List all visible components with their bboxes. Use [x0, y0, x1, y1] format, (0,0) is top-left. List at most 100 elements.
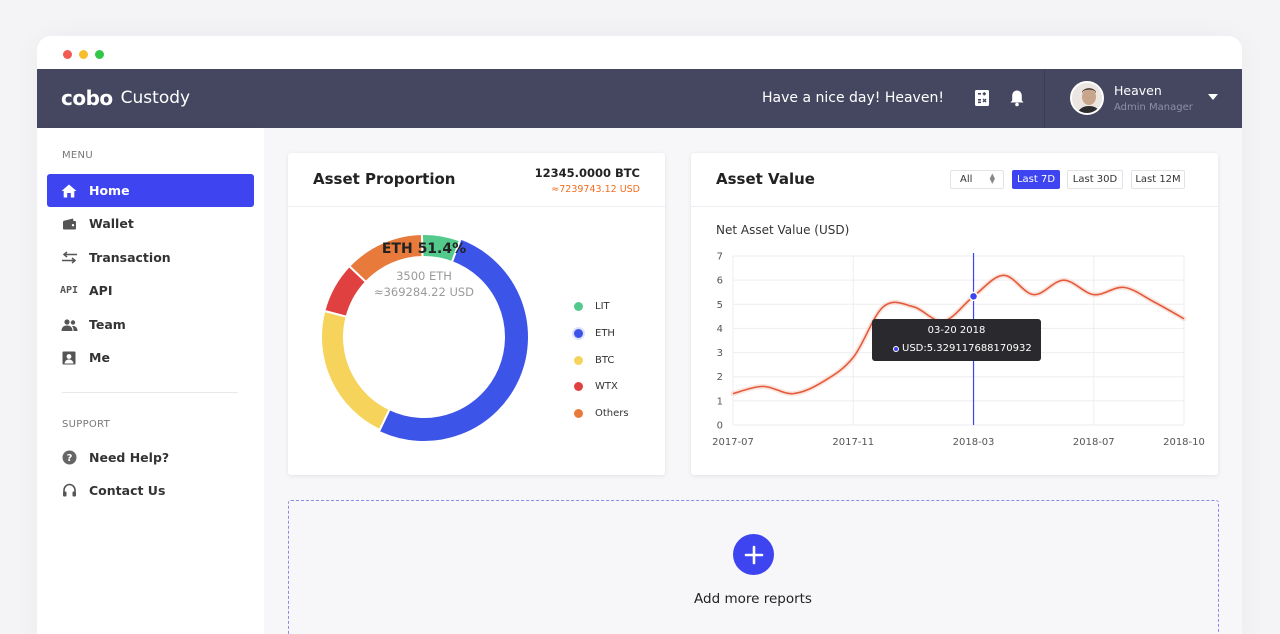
- sidebar-item-label: Team: [89, 317, 126, 332]
- logo[interactable]: cobo Custody: [61, 86, 190, 110]
- x-tick-label: 2017-11: [832, 437, 874, 448]
- user-menu-chevron-down-icon[interactable]: [1208, 94, 1218, 100]
- topbar-divider: [1044, 69, 1045, 128]
- sidebar-item-label: API: [89, 283, 113, 298]
- sidebar-divider: [62, 392, 238, 393]
- y-tick-label: 3: [717, 348, 723, 359]
- donut-slice-eth[interactable]: [377, 237, 530, 443]
- donut-center-usd: ≈369284.22 USD: [373, 285, 475, 299]
- asset-proportion-card: Asset Proportion 12345.0000 BTC ≈7239743…: [288, 153, 665, 475]
- logo-text: Custody: [120, 88, 191, 108]
- net-asset-value-chart[interactable]: 0 1 2 3 4 5 6 7 2017-07 2017-11 2018-03 2018-07 2018…: [691, 153, 1218, 475]
- plus-icon: [744, 545, 763, 564]
- main-content: Asset Proportion 12345.0000 BTC ≈7239743…: [264, 128, 1242, 634]
- sidebar-item-me[interactable]: Me: [47, 341, 254, 374]
- highlight-point[interactable]: [968, 291, 979, 302]
- legend-swatch: [574, 302, 583, 311]
- legend-label: Others: [595, 408, 629, 419]
- donut-slice-others[interactable]: [347, 233, 424, 284]
- card-header-divider: [288, 206, 665, 207]
- select-arrows-icon: ▲ ▼: [989, 172, 995, 185]
- sidebar-item-label: Need Help?: [89, 450, 170, 465]
- sidebar-item-transaction[interactable]: Transaction: [47, 241, 254, 274]
- user-name[interactable]: Heaven: [1114, 83, 1162, 98]
- minimize-window-button[interactable]: [79, 50, 88, 59]
- sidebar-item-label: Wallet: [89, 216, 134, 231]
- total-usd-value: ≈7239743.12 USD: [551, 184, 640, 195]
- legend-swatch: [574, 356, 583, 365]
- legend-swatch: [574, 329, 583, 338]
- legend-item-lit[interactable]: LIT: [574, 301, 610, 312]
- x-tick-label: 2017-07: [712, 437, 754, 448]
- tooltip-date: 03-20 2018: [927, 325, 986, 336]
- legend-label: LIT: [595, 301, 610, 312]
- range-select-value: All: [960, 174, 973, 185]
- close-window-button[interactable]: [63, 50, 72, 59]
- sidebar-item-home[interactable]: Home: [47, 174, 254, 207]
- y-tick-label: 6: [717, 276, 723, 287]
- team-icon: [59, 318, 79, 331]
- range-button-last-30d[interactable]: Last 30D: [1067, 170, 1123, 189]
- chart-title: Net Asset Value (USD): [716, 223, 850, 237]
- legend-item-eth[interactable]: ETH: [574, 328, 615, 339]
- logo-mark: cobo: [61, 86, 113, 110]
- svg-text:?: ?: [66, 453, 72, 464]
- tooltip-value-row: USD:5.329117688170932: [893, 343, 1032, 354]
- calculator-icon[interactable]: [972, 88, 992, 108]
- x-tick-label: 2018-07: [1073, 437, 1115, 448]
- chart-tooltip: 03-20 2018 USD:5.329117688170932: [872, 319, 1041, 361]
- transfer-icon: [59, 251, 79, 264]
- window-controls: [63, 50, 104, 59]
- x-tick-label: 2018-03: [953, 437, 995, 448]
- range-select[interactable]: All ▲ ▼: [950, 170, 1004, 189]
- support-section-label: SUPPORT: [62, 419, 111, 430]
- legend-item-wtx[interactable]: WTX: [574, 381, 618, 392]
- help-icon: ?: [59, 450, 79, 465]
- y-tick-label: 5: [717, 300, 723, 311]
- asset-value-title: Asset Value: [716, 170, 815, 188]
- legend-label: BTC: [595, 355, 615, 366]
- sidebar-item-need-help[interactable]: ? Need Help?: [47, 441, 254, 474]
- total-btc-value: 12345.0000 BTC: [534, 166, 640, 180]
- range-button-last-12m[interactable]: Last 12M: [1131, 170, 1185, 189]
- y-tick-label: 2: [717, 372, 723, 383]
- sidebar-item-team[interactable]: Team: [47, 308, 254, 341]
- legend-label: ETH: [595, 328, 615, 339]
- asset-donut-chart[interactable]: [288, 153, 665, 475]
- top-bar: cobo Custody Have a nice day! Heaven! He…: [37, 69, 1242, 128]
- card-header-divider: [691, 206, 1218, 207]
- menu-section-label: MENU: [62, 150, 93, 161]
- tooltip-value: USD:5.329117688170932: [902, 343, 1032, 354]
- add-reports-area[interactable]: Add more reports: [288, 500, 1219, 634]
- sidebar-item-label: Transaction: [89, 250, 171, 265]
- legend-swatch: [574, 409, 583, 418]
- asset-proportion-title: Asset Proportion: [313, 170, 456, 188]
- sidebar-item-label: Me: [89, 350, 110, 365]
- donut-slice-btc[interactable]: [320, 309, 391, 432]
- donut-center-title: ETH 51.4%: [381, 241, 467, 257]
- range-button-last-7d[interactable]: Last 7D: [1012, 170, 1060, 189]
- avatar[interactable]: [1070, 81, 1104, 115]
- legend-swatch: [574, 382, 583, 391]
- y-tick-label: 7: [717, 252, 723, 263]
- legend-item-btc[interactable]: BTC: [574, 355, 614, 366]
- app-window: cobo Custody Have a nice day! Heaven! He…: [37, 36, 1242, 634]
- greeting-text: Have a nice day! Heaven!: [762, 90, 944, 106]
- add-report-button[interactable]: [733, 534, 774, 575]
- wallet-icon: [59, 218, 79, 230]
- tooltip-series-dot: [893, 345, 899, 352]
- legend-label: WTX: [595, 381, 618, 392]
- donut-center-amount: 3500 ETH: [396, 269, 452, 283]
- maximize-window-button[interactable]: [95, 50, 104, 59]
- bell-icon[interactable]: [1007, 88, 1027, 108]
- sidebar-item-api[interactable]: API API: [47, 274, 254, 307]
- sidebar-item-wallet[interactable]: Wallet: [47, 207, 254, 240]
- y-tick-label: 1: [717, 396, 723, 407]
- legend-item-others[interactable]: Others: [574, 408, 629, 419]
- asset-value-card: Asset Value All ▲ ▼ Last 7D Last 30D Last…: [691, 153, 1218, 475]
- sidebar-item-contact-us[interactable]: Contact Us: [47, 474, 254, 507]
- sidebar-item-label: Home: [89, 183, 130, 198]
- y-tick-label: 4: [717, 324, 723, 335]
- profile-icon: [59, 351, 79, 365]
- series-line[interactable]: [732, 274, 1185, 395]
